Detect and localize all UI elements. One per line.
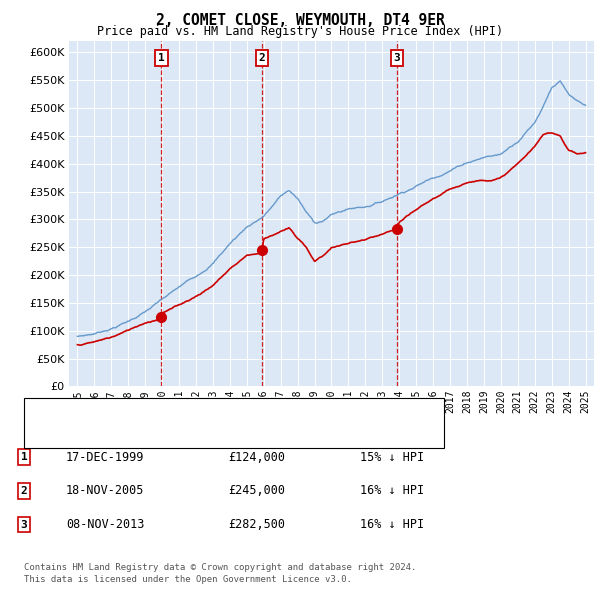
- Text: 08-NOV-2013: 08-NOV-2013: [66, 518, 145, 531]
- Text: £245,000: £245,000: [228, 484, 285, 497]
- Text: 2, COMET CLOSE, WEYMOUTH, DT4 9ER: 2, COMET CLOSE, WEYMOUTH, DT4 9ER: [155, 13, 445, 28]
- Text: £124,000: £124,000: [228, 451, 285, 464]
- Text: 16% ↓ HPI: 16% ↓ HPI: [360, 518, 424, 531]
- Text: Price paid vs. HM Land Registry's House Price Index (HPI): Price paid vs. HM Land Registry's House …: [97, 25, 503, 38]
- Text: 2: 2: [20, 486, 28, 496]
- Text: 16% ↓ HPI: 16% ↓ HPI: [360, 484, 424, 497]
- Text: £282,500: £282,500: [228, 518, 285, 531]
- Text: Contains HM Land Registry data © Crown copyright and database right 2024.: Contains HM Land Registry data © Crown c…: [24, 563, 416, 572]
- Text: 2, COMET CLOSE, WEYMOUTH, DT4 9ER (detached house): 2, COMET CLOSE, WEYMOUTH, DT4 9ER (detac…: [63, 407, 376, 416]
- Text: 3: 3: [394, 53, 400, 63]
- Text: 2: 2: [259, 53, 265, 63]
- Text: 1: 1: [158, 53, 165, 63]
- Text: 3: 3: [20, 520, 28, 529]
- Text: 1: 1: [20, 453, 28, 462]
- Text: 18-NOV-2005: 18-NOV-2005: [66, 484, 145, 497]
- Text: ——: ——: [33, 405, 48, 418]
- Text: HPI: Average price, detached house, Dorset: HPI: Average price, detached house, Dors…: [63, 430, 325, 440]
- Text: This data is licensed under the Open Government Licence v3.0.: This data is licensed under the Open Gov…: [24, 575, 352, 584]
- Text: 17-DEC-1999: 17-DEC-1999: [66, 451, 145, 464]
- Text: 15% ↓ HPI: 15% ↓ HPI: [360, 451, 424, 464]
- Text: ——: ——: [33, 428, 48, 441]
